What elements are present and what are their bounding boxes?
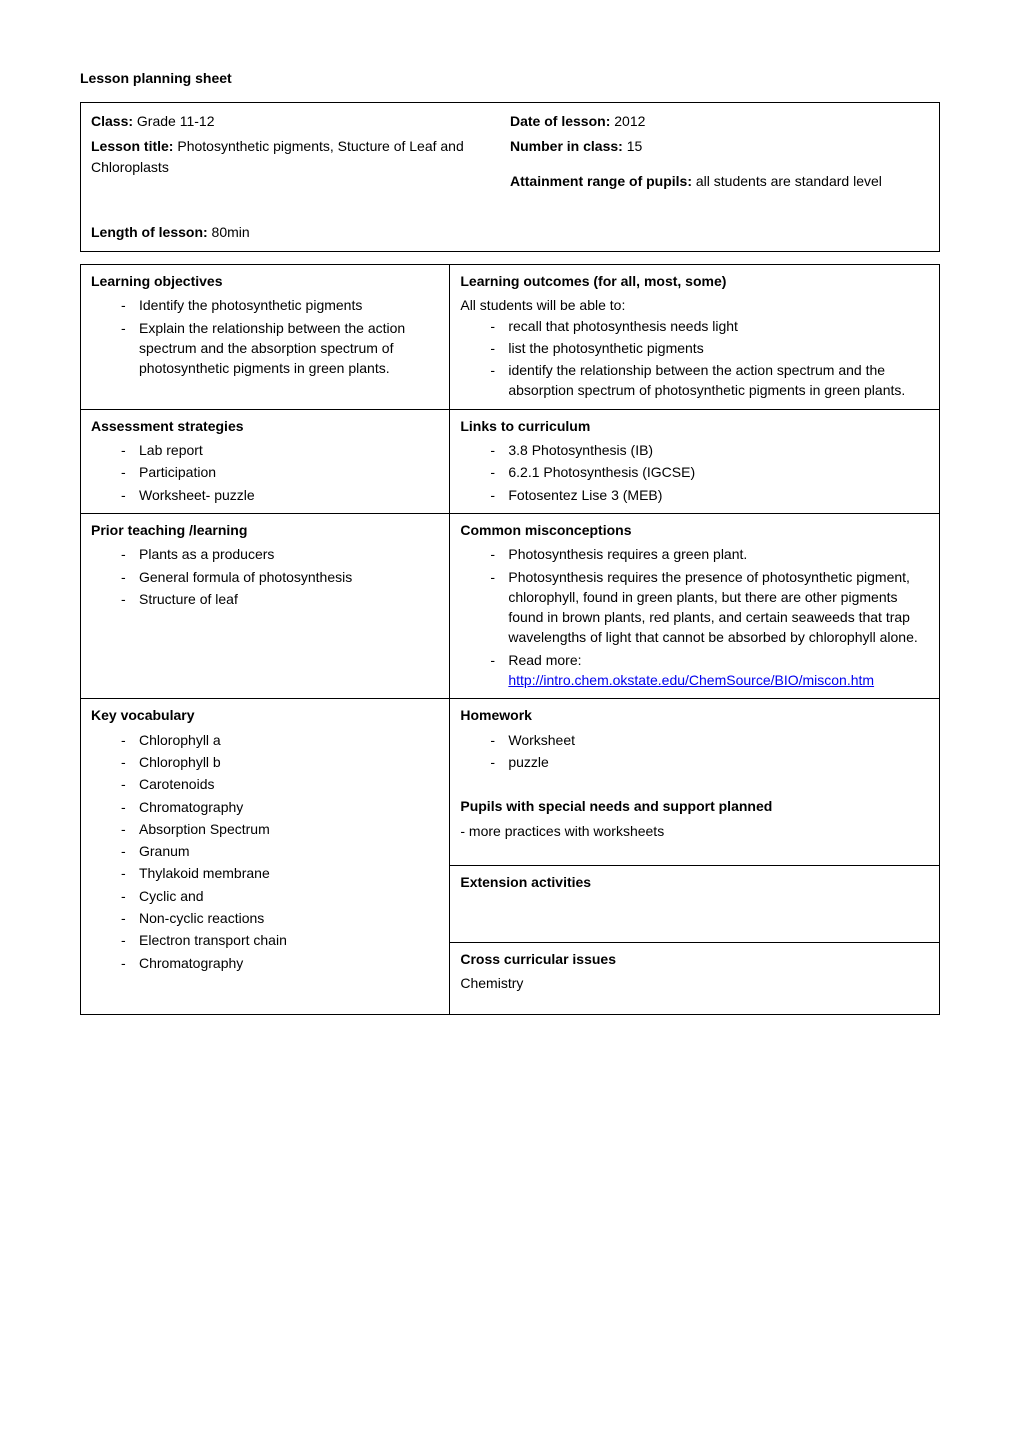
objectives-list: Identify the photosynthetic pigments Exp… (91, 295, 439, 378)
number-value: 15 (623, 138, 642, 154)
list-item: Cyclic and (121, 886, 439, 906)
date-value: 2012 (610, 113, 645, 129)
outcomes-intro: All students will be able to: (460, 295, 929, 315)
assessment-heading: Assessment strategies (91, 416, 439, 436)
list-item: Photosynthesis requires the presence of … (490, 567, 929, 648)
list-item: puzzle (490, 752, 929, 772)
special-needs-heading: Pupils with special needs and support pl… (460, 796, 929, 816)
list-item: Participation (121, 462, 439, 482)
document-title: Lesson planning sheet (80, 70, 940, 86)
list-item: 3.8 Photosynthesis (IB) (490, 440, 929, 460)
list-item: Plants as a producers (121, 544, 439, 564)
misconceptions-list: Photosynthesis requires a green plant. P… (460, 544, 929, 690)
list-item: recall that photosynthesis needs light (490, 316, 929, 336)
number-label: Number in class: (510, 138, 623, 154)
list-item: Fotosentez Lise 3 (MEB) (490, 485, 929, 505)
list-item: Chlorophyll a (121, 730, 439, 750)
list-item: Lab report (121, 440, 439, 460)
list-item: Chlorophyll b (121, 752, 439, 772)
homework-list: Worksheet puzzle (460, 730, 929, 773)
curriculum-heading: Links to curriculum (460, 416, 929, 436)
vocabulary-heading: Key vocabulary (91, 705, 439, 725)
attainment-label: Attainment range of pupils: (510, 173, 692, 189)
list-item: Thylakoid membrane (121, 863, 439, 883)
extension-heading: Extension activities (460, 872, 929, 892)
list-item: identify the relationship between the ac… (490, 360, 929, 401)
class-value: Grade 11-12 (133, 113, 214, 129)
outcomes-list: recall that photosynthesis needs light l… (460, 316, 929, 401)
list-item: Identify the photosynthetic pigments (121, 295, 439, 315)
length-value: 80min (208, 224, 250, 240)
list-item: Worksheet (490, 730, 929, 750)
list-item: Explain the relationship between the act… (121, 318, 439, 379)
content-table: Learning objectives Identify the photosy… (80, 264, 940, 1015)
curriculum-list: 3.8 Photosynthesis (IB) 6.2.1 Photosynth… (460, 440, 929, 505)
cross-heading: Cross curricular issues (460, 949, 929, 969)
misconceptions-heading: Common misconceptions (460, 520, 929, 540)
misconception-link[interactable]: http://intro.chem.okstate.edu/ChemSource… (508, 672, 874, 688)
list-item: Carotenoids (121, 774, 439, 794)
lesson-title-label: Lesson title: (91, 138, 173, 154)
list-item: Chromatography (121, 953, 439, 973)
homework-heading: Homework (460, 705, 929, 725)
class-label: Class: (91, 113, 133, 129)
cross-text: Chemistry (460, 973, 929, 993)
list-item: General formula of photosynthesis (121, 567, 439, 587)
special-needs-text: - more practices with worksheets (460, 821, 929, 841)
prior-list: Plants as a producers General formula of… (91, 544, 439, 609)
list-item: Read more: http://intro.chem.okstate.edu… (490, 650, 929, 691)
list-item: Worksheet- puzzle (121, 485, 439, 505)
vocabulary-list: Chlorophyll a Chlorophyll b Carotenoids … (91, 730, 439, 973)
date-label: Date of lesson: (510, 113, 610, 129)
list-item: Photosynthesis requires a green plant. (490, 544, 929, 564)
list-item: Non-cyclic reactions (121, 908, 439, 928)
list-item: Structure of leaf (121, 589, 439, 609)
list-item: Absorption Spectrum (121, 819, 439, 839)
list-item: list the photosynthetic pigments (490, 338, 929, 358)
length-label: Length of lesson: (91, 224, 208, 240)
assessment-list: Lab report Participation Worksheet- puzz… (91, 440, 439, 505)
list-item: Granum (121, 841, 439, 861)
objectives-heading: Learning objectives (91, 271, 439, 291)
list-item: Electron transport chain (121, 930, 439, 950)
outcomes-heading: Learning outcomes (for all, most, some) (460, 271, 929, 291)
prior-heading: Prior teaching /learning (91, 520, 439, 540)
header-table: Class: Grade 11-12 Lesson title: Photosy… (80, 102, 940, 252)
list-item: 6.2.1 Photosynthesis (IGCSE) (490, 462, 929, 482)
list-item: Chromatography (121, 797, 439, 817)
attainment-value: all students are standard level (692, 173, 882, 189)
